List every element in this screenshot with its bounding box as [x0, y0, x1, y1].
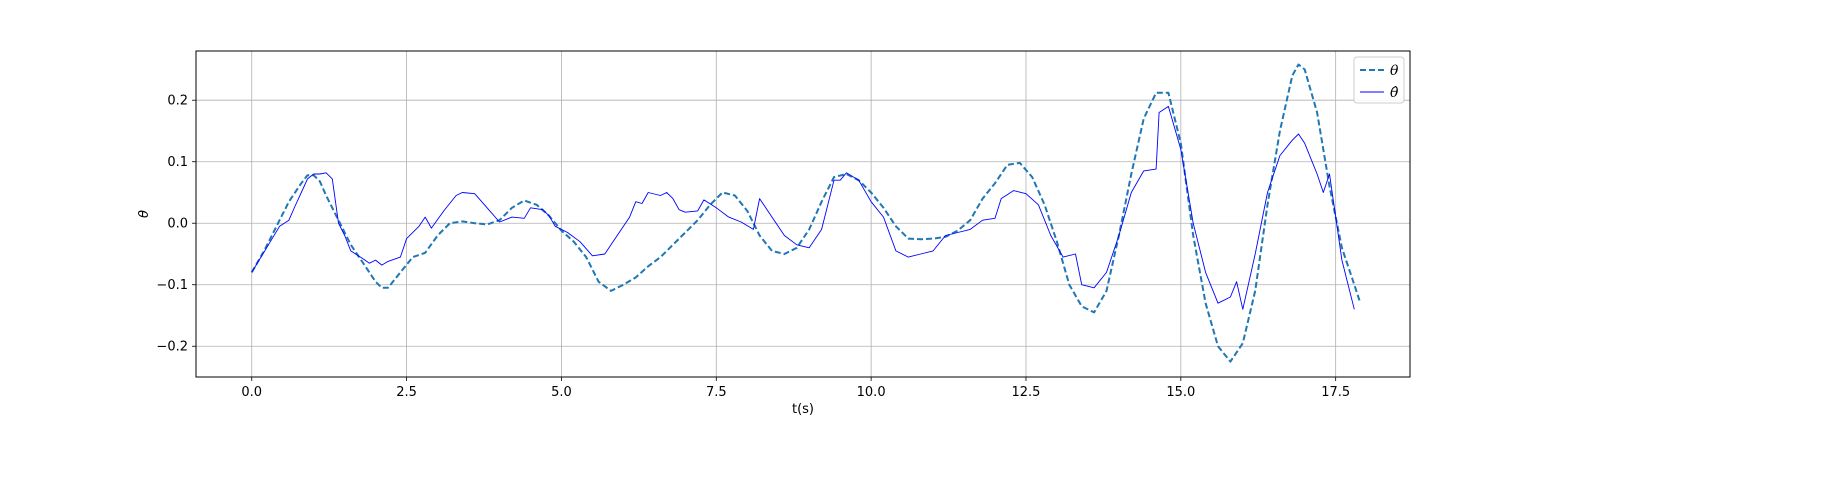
legend-label-theta-hat: θ̂ — [1390, 85, 1399, 101]
legend: θ θ̂ — [1353, 56, 1405, 104]
plot-series — [250, 63, 1362, 363]
y-tick-label: 0.1 — [167, 155, 188, 170]
x-tick-label: 0.0 — [241, 385, 262, 400]
y-tick-label: 0.2 — [167, 94, 188, 109]
x-tick-label: 5.0 — [551, 385, 572, 400]
legend-label-theta: θ — [1390, 63, 1399, 79]
y-tick-label: −0.2 — [156, 340, 188, 355]
y-tick-label: −0.1 — [156, 278, 188, 293]
axes-frame — [195, 50, 1411, 378]
axis-ticks: 0.0 2.5 5.0 7.5 10.0 12.5 15.0 17.5 −0.2 −0.1 0.0 0… — [156, 94, 1350, 400]
x-tick-label: 10.0 — [857, 385, 886, 400]
x-tick-label: 12.5 — [1012, 385, 1041, 400]
x-tick-label: 2.5 — [396, 385, 417, 400]
x-tick-label: 7.5 — [706, 385, 727, 400]
x-axis-label: t(s) — [792, 402, 814, 417]
grid — [196, 51, 1410, 377]
y-axis-label: θ — [137, 210, 152, 218]
x-tick-label: 15.0 — [1166, 385, 1195, 400]
y-tick-label: 0.0 — [167, 217, 188, 232]
series-line-theta-hat — [251, 105, 1355, 310]
x-tick-label: 17.5 — [1321, 385, 1350, 400]
legend-box — [1353, 56, 1405, 104]
